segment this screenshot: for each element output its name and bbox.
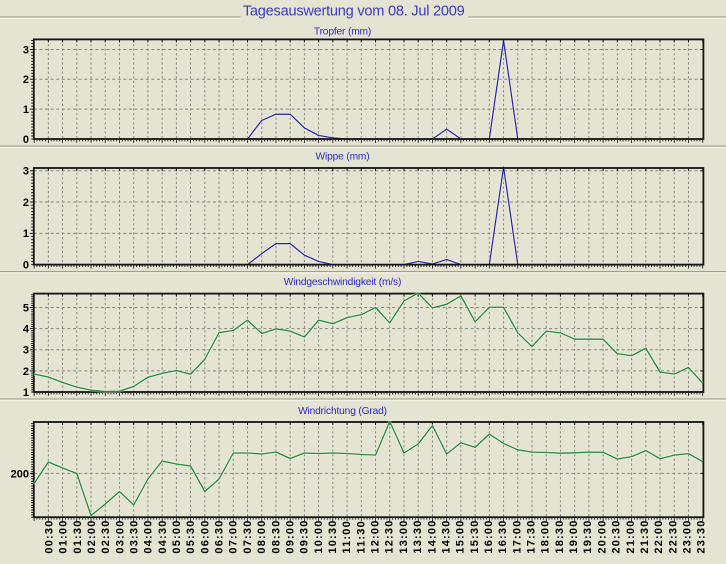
svg-text:0: 0: [23, 134, 29, 146]
svg-text:07:00: 07:00: [228, 519, 240, 553]
svg-text:3: 3: [23, 345, 29, 357]
svg-text:02:30: 02:30: [100, 519, 112, 553]
svg-text:Windgeschwindigkeit (m/s): Windgeschwindigkeit (m/s): [284, 277, 401, 288]
svg-text:2: 2: [23, 74, 29, 86]
svg-text:11:30: 11:30: [355, 520, 367, 554]
svg-text:Windrichtung (Grad): Windrichtung (Grad): [298, 406, 387, 417]
svg-text:15:00: 15:00: [455, 519, 467, 553]
svg-text:03:30: 03:30: [128, 519, 140, 553]
svg-text:19:00: 19:00: [568, 519, 580, 553]
svg-text:1: 1: [23, 104, 29, 116]
svg-text:07:30: 07:30: [242, 519, 254, 553]
svg-text:17:00: 17:00: [511, 519, 523, 553]
svg-text:00:30: 00:30: [43, 519, 55, 553]
svg-text:13:00: 13:00: [398, 519, 410, 553]
svg-text:4: 4: [23, 324, 30, 336]
svg-text:3: 3: [23, 44, 29, 56]
svg-text:20:30: 20:30: [611, 519, 623, 553]
svg-text:04:30: 04:30: [157, 519, 169, 553]
svg-text:01:30: 01:30: [72, 519, 84, 553]
svg-text:08:00: 08:00: [256, 519, 268, 553]
svg-text:14:00: 14:00: [426, 519, 438, 553]
svg-text:10:00: 10:00: [313, 519, 325, 553]
svg-text:18:30: 18:30: [554, 519, 566, 553]
svg-text:09:30: 09:30: [299, 519, 311, 553]
svg-text:2: 2: [23, 366, 29, 378]
svg-text:10:30: 10:30: [327, 519, 339, 553]
svg-text:06:30: 06:30: [214, 519, 226, 553]
svg-text:15:30: 15:30: [469, 519, 481, 553]
svg-text:2: 2: [23, 197, 29, 209]
svg-text:19:30: 19:30: [582, 519, 594, 553]
svg-text:04:00: 04:00: [143, 519, 155, 553]
svg-text:23:30: 23:30: [696, 519, 708, 553]
svg-text:13:30: 13:30: [412, 519, 424, 553]
svg-text:03:00: 03:00: [114, 519, 126, 553]
svg-text:5: 5: [23, 302, 29, 314]
svg-text:21:00: 21:00: [625, 519, 637, 553]
svg-text:01:00: 01:00: [58, 519, 70, 553]
svg-text:Tagesauswertung vom 08. Jul 20: Tagesauswertung vom 08. Jul 2009: [243, 4, 465, 20]
svg-text:17:30: 17:30: [526, 519, 538, 553]
svg-text:09:00: 09:00: [284, 519, 296, 553]
svg-text:Tropfer (mm): Tropfer (mm): [314, 26, 371, 37]
svg-text:1: 1: [23, 228, 29, 240]
svg-text:23:00: 23:00: [682, 519, 694, 553]
svg-text:16:30: 16:30: [497, 519, 509, 553]
svg-text:05:00: 05:00: [171, 519, 183, 553]
svg-text:1: 1: [23, 387, 29, 399]
svg-text:21:30: 21:30: [639, 519, 651, 553]
svg-text:12:30: 12:30: [384, 519, 396, 553]
svg-text:16:00: 16:00: [483, 519, 495, 553]
svg-text:200: 200: [11, 468, 29, 480]
svg-text:Wippe (mm): Wippe (mm): [316, 152, 370, 163]
svg-text:11:00: 11:00: [341, 520, 353, 554]
svg-text:14:30: 14:30: [440, 519, 452, 553]
svg-text:08:30: 08:30: [270, 519, 282, 553]
svg-text:18:00: 18:00: [540, 519, 552, 553]
svg-text:0: 0: [23, 260, 29, 272]
svg-text:06:00: 06:00: [199, 519, 211, 553]
svg-text:20:00: 20:00: [596, 519, 608, 553]
svg-text:22:00: 22:00: [653, 519, 665, 553]
svg-text:05:30: 05:30: [185, 519, 197, 553]
svg-text:02:00: 02:00: [86, 519, 98, 553]
svg-text:3: 3: [23, 166, 29, 178]
svg-text:12:00: 12:00: [370, 519, 382, 553]
svg-text:22:30: 22:30: [667, 519, 679, 553]
